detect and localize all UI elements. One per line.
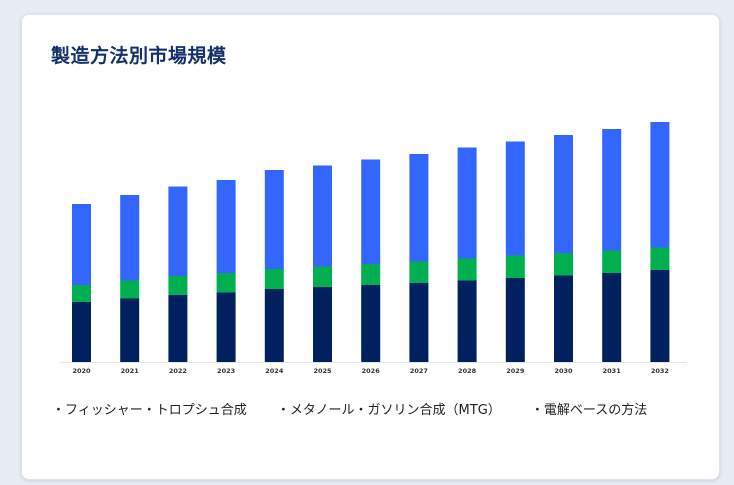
bar-2021-series-1[interactable] (120, 280, 140, 299)
bar-2028-series-1[interactable] (457, 258, 477, 281)
bar-2021-series-0[interactable] (120, 298, 140, 363)
bar-2024-series-2[interactable] (264, 170, 284, 269)
bar-2022-series-0[interactable] (168, 295, 188, 362)
bar-2028-series-2[interactable] (457, 147, 477, 259)
legend-label: メタノール・ガソリン合成（MTG） (289, 403, 501, 418)
bar-2023-series-0[interactable] (216, 292, 236, 363)
x-tick-label-2023: 2023 (217, 367, 235, 375)
x-tick-label-2022: 2022 (169, 367, 187, 375)
bar-2030-series-2[interactable] (554, 135, 573, 253)
bar-2027-series-1[interactable] (409, 261, 429, 284)
bar-2030-series-1[interactable] (554, 253, 573, 276)
stacked-bar-chart: 2020 2021 2022 2023 2024 2025 2026 2027 2028 2029… (60, 122, 687, 375)
x-tick-label-2020: 2020 (72, 367, 91, 375)
bar-2029-series-0[interactable] (505, 278, 525, 362)
bar-2032-series-1[interactable] (650, 247, 670, 271)
x-tick-label-2029: 2029 (506, 367, 525, 375)
x-tick-label-2028: 2028 (458, 367, 477, 375)
x-tick-label-2027: 2027 (410, 367, 428, 375)
x-tick-label-2021: 2021 (121, 367, 140, 375)
bar-2020-series-2[interactable] (72, 204, 91, 285)
x-tick-label-2026: 2026 (362, 367, 381, 375)
bar-2032-series-0[interactable] (650, 270, 670, 362)
legend-item-mtg[interactable]: ・メタノール・ガソリン合成（MTG） (276, 403, 501, 418)
legend-item-fischer-tropsch[interactable]: ・フィッシャー・トロプシュ合成 (52, 403, 247, 418)
bar-2027-series-0[interactable] (409, 283, 429, 362)
bar-2025-series-1[interactable] (313, 266, 332, 288)
bar-2020-series-1[interactable] (72, 285, 91, 302)
bar-2031-series-0[interactable] (602, 273, 622, 362)
bar-2031-series-2[interactable] (602, 129, 622, 251)
bar-2030-series-0[interactable] (554, 275, 573, 363)
x-tick-label-2030: 2030 (554, 367, 573, 375)
x-tick-label-2024: 2024 (265, 367, 284, 375)
bar-2021-series-2[interactable] (120, 195, 140, 281)
x-tick-label-2032: 2032 (651, 367, 669, 375)
x-tick-label-2031: 2031 (603, 367, 622, 375)
legend-item-electrolysis[interactable]: ・電解ベースの方法 (530, 403, 648, 418)
bar-2028-series-0[interactable] (457, 280, 477, 363)
chart-card: 製造方法別市場規模 2020 2021 2022 2023 2024 2025 2026 20… (21, 14, 720, 480)
bar-2025-series-0[interactable] (313, 287, 332, 362)
bar-2020-series-0[interactable] (72, 302, 91, 362)
bar-2024-series-0[interactable] (264, 289, 284, 362)
legend: ・フィッシャー・トロプシュ合成 ・メタノール・ガソリン合成（MTG） ・電解ベー… (52, 396, 702, 426)
bar-2029-series-1[interactable] (505, 255, 525, 279)
x-tick-label-2025: 2025 (313, 367, 332, 375)
legend-label: 電解ベースの方法 (543, 403, 648, 418)
bar-2022-series-2[interactable] (168, 186, 188, 277)
bar-2027-series-2[interactable] (409, 154, 429, 262)
bar-2026-series-1[interactable] (361, 264, 381, 285)
bar-2026-series-0[interactable] (361, 285, 381, 362)
bar-2022-series-1[interactable] (168, 276, 188, 295)
bar-2026-series-2[interactable] (361, 159, 381, 265)
bar-2029-series-2[interactable] (505, 141, 525, 256)
bar-2032-series-2[interactable] (650, 122, 670, 248)
legend-label: フィッシャー・トロプシュ合成 (65, 403, 247, 418)
bar-2024-series-1[interactable] (264, 269, 284, 289)
bar-2031-series-1[interactable] (602, 250, 622, 274)
bar-2023-series-1[interactable] (216, 273, 236, 293)
bar-2023-series-2[interactable] (216, 180, 236, 273)
chart-title: 製造方法別市場規模 (51, 45, 227, 67)
bar-2025-series-2[interactable] (313, 165, 332, 267)
